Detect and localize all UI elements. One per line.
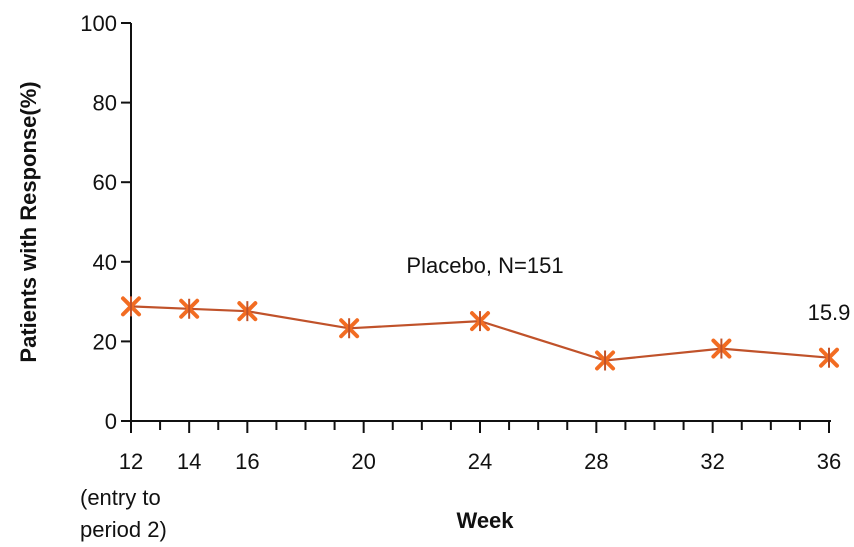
y-tick-label: 20: [93, 329, 117, 354]
y-axis-ticks: 0 20 40 60 80 100: [80, 11, 131, 434]
data-point: [819, 347, 839, 368]
data-point: [121, 296, 141, 317]
y-tick-label: 60: [93, 170, 117, 195]
y-tick-label: 40: [93, 250, 117, 275]
x-tick-label: 12: [119, 449, 143, 474]
series-placebo: [121, 296, 839, 371]
data-point: [179, 298, 200, 319]
x-tick-label: 36: [817, 449, 841, 474]
x-tick-label: 28: [584, 449, 608, 474]
data-point: [595, 350, 616, 371]
data-point: [237, 301, 258, 322]
y-tick-label: 0: [105, 409, 117, 434]
series-line: [130, 305, 830, 362]
x-tick-label: 14: [177, 449, 201, 474]
data-point: [470, 311, 490, 332]
series-annotation-label: Placebo, N=151: [406, 253, 563, 278]
last-value-label: 15.9: [808, 300, 851, 325]
x-tick-label: 24: [468, 449, 492, 474]
data-point: [339, 318, 360, 339]
data-point: [711, 338, 732, 359]
x-tick-label: 32: [700, 449, 724, 474]
x-tick-sublabel-line-1: (entry to: [80, 485, 161, 510]
x-tick-label: 16: [235, 449, 259, 474]
x-tick-label: 20: [351, 449, 375, 474]
x-axis-title: Week: [456, 508, 514, 533]
y-tick-label: 100: [80, 11, 117, 36]
x-tick-sublabel-line-2: period 2): [80, 517, 167, 542]
y-axis-title: Patients with Response(%): [16, 81, 41, 362]
y-tick-label: 80: [93, 91, 117, 116]
x-axis-ticks: 12 14 16 20 24 28 32 36: [119, 421, 841, 474]
